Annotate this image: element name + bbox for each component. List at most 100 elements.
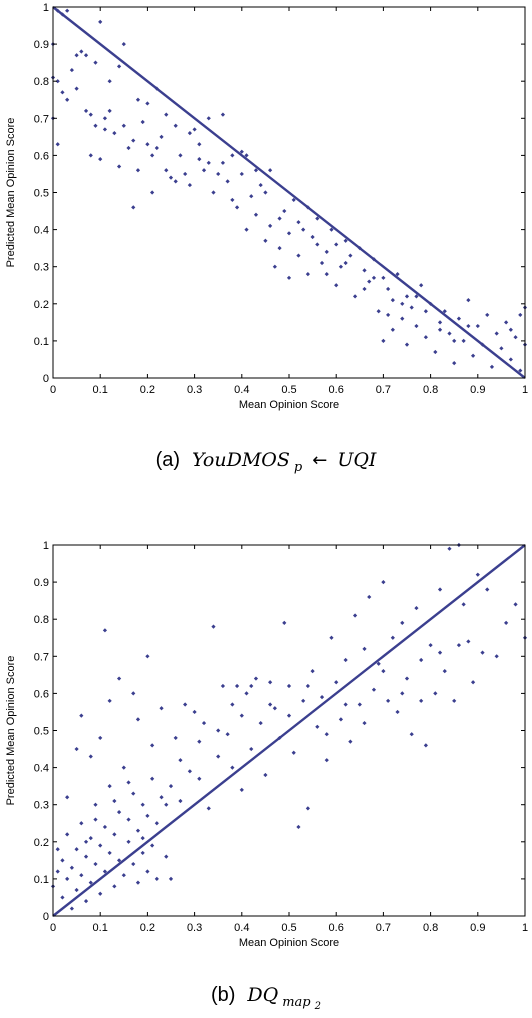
- chart-b-point: [98, 891, 103, 896]
- chart-b-point: [437, 587, 443, 592]
- chart-a-point: [334, 242, 339, 247]
- chart-a-point: [197, 142, 202, 147]
- chart-a-point: [296, 220, 301, 225]
- chart-b-point: [225, 732, 230, 737]
- chart-a-point: [164, 168, 169, 173]
- chart-b-y-tick-label: 0.6: [34, 688, 49, 700]
- chart-b-y-tick-label: 0.7: [34, 651, 49, 663]
- chart-a-y-axis-label: Predicted Mean Opinion Score: [5, 118, 17, 268]
- chart-b-point: [282, 620, 287, 626]
- chart-a-point: [154, 86, 159, 91]
- chart-b-point: [126, 839, 131, 844]
- chart-b-point: [386, 698, 391, 703]
- chart-a-point: [466, 323, 471, 329]
- chart-b-point: [348, 739, 353, 744]
- chart-b-point: [324, 732, 329, 737]
- chart-b-point: [150, 843, 155, 848]
- chart-a-point: [277, 246, 282, 251]
- chart-b-point: [140, 850, 145, 856]
- chart-b-y-tick-label: 0.8: [34, 614, 49, 626]
- chart-b-point: [296, 824, 301, 830]
- chart-a-point: [150, 190, 155, 195]
- chart-a-y-tick-label: 0.4: [34, 225, 49, 237]
- chart-a-point: [381, 275, 386, 280]
- chart-a-y-tick-label: 0.7: [34, 113, 49, 125]
- chart-b-y-ticks: 0 0.1 0.2 0.3 0.4 0.5 0.6 0.7 0.8 0.9 1: [34, 540, 525, 923]
- chart-b-y-tick-label: 0.5: [34, 726, 49, 738]
- chart-a-y-tick-label: 0.6: [34, 150, 49, 162]
- chart-b-point: [324, 758, 329, 763]
- chart-a-point: [433, 349, 438, 355]
- chart-b-point: [74, 887, 79, 893]
- chart-b-point: [60, 858, 65, 863]
- chart-a-point: [216, 171, 221, 177]
- caption-a-name: YouDMOS: [192, 449, 290, 471]
- chart-b-point: [154, 821, 159, 826]
- chart-b-point: [93, 802, 98, 807]
- chart-b-point: [131, 691, 136, 696]
- chart-a-point: [395, 272, 400, 277]
- chart-b-point: [74, 847, 79, 852]
- chart-b-point: [272, 706, 277, 711]
- chart-a-x-tick-label: 0.1: [93, 384, 108, 396]
- chart-b-point: [352, 613, 358, 618]
- chart-b-point: [112, 884, 117, 889]
- chart-a-point: [508, 357, 513, 362]
- chart-b-point: [239, 713, 244, 718]
- chart-b-point: [343, 657, 348, 663]
- chart-a-point: [230, 197, 235, 203]
- chart-b-point: [140, 802, 145, 807]
- chart-a-point: [173, 179, 178, 184]
- chart-b-point: [480, 650, 485, 655]
- chart-a-point: [107, 108, 112, 113]
- chart-a-y-tick-label: 0.5: [34, 188, 49, 200]
- chart-a-x-tick-label: 0.9: [470, 384, 485, 396]
- chart-a-point: [480, 342, 485, 347]
- chart-a-point: [404, 294, 410, 299]
- chart-a-point: [286, 275, 292, 280]
- chart-b-point: [456, 643, 462, 648]
- chart-a-point: [376, 309, 381, 314]
- chart-b-point: [83, 899, 89, 904]
- chart-a-point: [272, 264, 277, 269]
- caption-a-target: UQI: [337, 449, 377, 471]
- chart-b-point: [376, 661, 381, 666]
- chart-a-point: [452, 338, 457, 343]
- chart-b-y-axis-label: Predicted Mean Opinion Score: [5, 656, 17, 806]
- chart-a-point: [116, 64, 122, 69]
- chart-b-point: [239, 787, 244, 792]
- chart-a-x-tick-label: 0: [50, 384, 56, 396]
- chart-b-x-tick-label: 0.7: [376, 922, 391, 934]
- chart-b-point: [126, 817, 131, 822]
- chart-a-point: [386, 312, 391, 318]
- chart-a-point: [121, 123, 126, 128]
- caption-b-letter: (b): [211, 984, 235, 1006]
- chart-a-point: [263, 238, 268, 243]
- chart-a-point: [65, 8, 70, 13]
- chart-a-point: [253, 168, 259, 173]
- chart-b-point: [234, 683, 240, 689]
- chart-b-point: [79, 821, 84, 826]
- chart-b-fit-line: [52, 544, 526, 917]
- chart-b-point: [286, 683, 292, 689]
- caption-a-arrow: ←: [312, 450, 327, 471]
- chart-a-point: [437, 320, 443, 325]
- chart-a-point: [220, 160, 226, 165]
- chart-a-point: [60, 12, 65, 17]
- chart-a-y-ticks: 0 0.1 0.2 0.3 0.4 0.5 0.6 0.7 0.8 0.9 1: [34, 2, 525, 385]
- chart-b-point: [268, 702, 273, 707]
- chart-b-point: [253, 676, 259, 681]
- chart-a-point: [65, 97, 70, 102]
- chart-a-point: [239, 149, 244, 154]
- chart-a-point: [168, 175, 174, 180]
- chart-a-point: [244, 153, 249, 158]
- chart-a-point: [55, 142, 60, 147]
- chart-b-x-tick-label: 0.3: [187, 922, 202, 934]
- chart-a-x-tick-label: 0.3: [187, 384, 202, 396]
- caption-a-subscript: p: [294, 460, 303, 475]
- chart-b-point: [442, 669, 447, 674]
- caption-b-subsubscript: 2: [314, 1001, 321, 1012]
- chart-b-point: [206, 806, 211, 811]
- chart-b-point: [447, 546, 452, 551]
- chart-b-point: [131, 861, 136, 867]
